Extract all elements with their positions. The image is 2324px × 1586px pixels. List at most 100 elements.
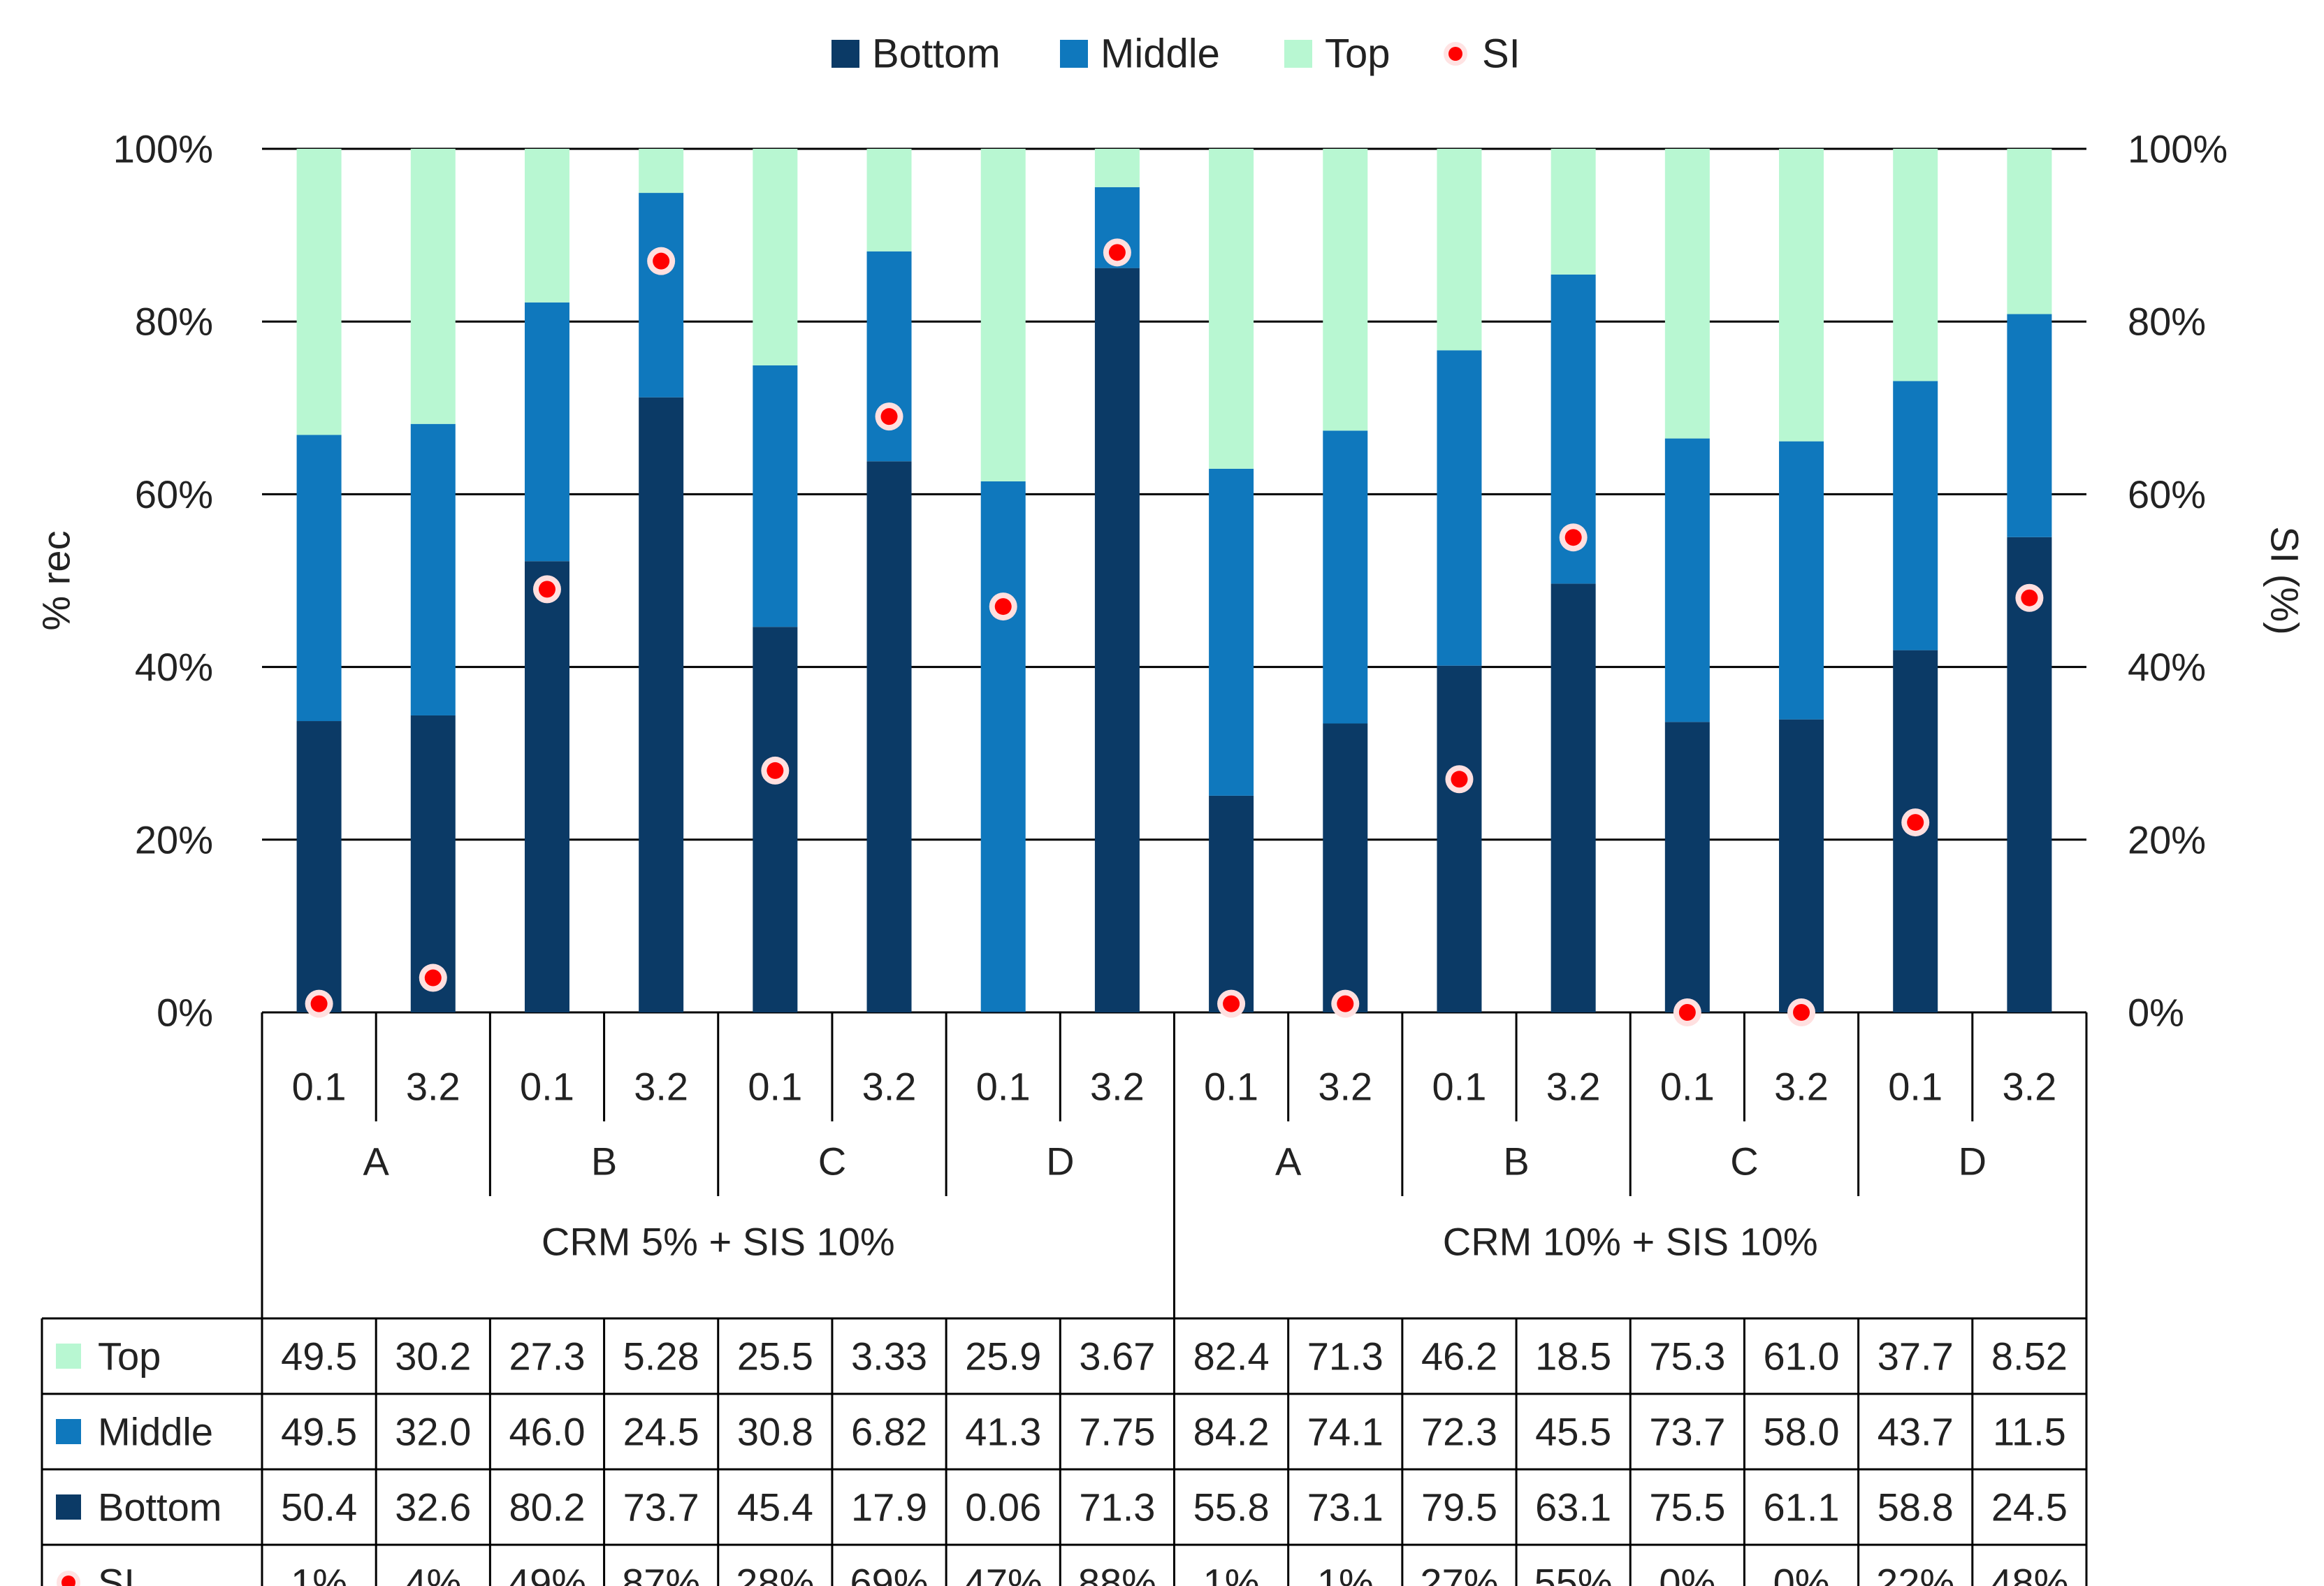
table-cell: 1% xyxy=(1317,1561,1374,1586)
category-label: 3.2 xyxy=(634,1065,688,1109)
bar-bottom xyxy=(1323,723,1368,1012)
bar-top xyxy=(296,149,342,435)
category-label: 3.2 xyxy=(1318,1065,1372,1109)
bar-middle xyxy=(524,302,569,562)
bar-bottom xyxy=(1664,722,1710,1012)
table-cell: 73.7 xyxy=(1649,1410,1725,1454)
table-key-top xyxy=(56,1344,81,1369)
subgroup-label: C xyxy=(1730,1140,1758,1184)
table-cell: 41.3 xyxy=(965,1410,1041,1454)
bar-bottom xyxy=(639,397,684,1012)
table-row-label: SI xyxy=(98,1561,135,1586)
subgroup-label: A xyxy=(363,1140,390,1184)
table-cell: 17.9 xyxy=(851,1485,927,1529)
table-cell: 55.8 xyxy=(1193,1485,1270,1529)
legend-swatch-middle xyxy=(1060,40,1088,68)
bar-bottom xyxy=(2007,537,2052,1012)
table-cell: 84.2 xyxy=(1193,1410,1270,1454)
y-left-tick-label: 60% xyxy=(135,472,213,516)
table-cell: 24.5 xyxy=(1991,1485,2068,1529)
bar-middle xyxy=(296,435,342,722)
table-cell: 49% xyxy=(508,1561,586,1586)
table-cell: 45.4 xyxy=(737,1485,813,1529)
table-cell: 27.3 xyxy=(509,1334,585,1378)
table-key-bottom xyxy=(56,1494,81,1520)
category-label: 0.1 xyxy=(1204,1065,1258,1109)
table-cell: 45.5 xyxy=(1535,1410,1611,1454)
y-left-tick-label: 80% xyxy=(135,300,213,344)
table-cell: 7.75 xyxy=(1079,1410,1155,1454)
bar-middle xyxy=(753,365,798,627)
bar-top xyxy=(2007,149,2052,314)
si-marker xyxy=(2021,589,2038,606)
y-left-axis-title: % rec xyxy=(34,530,78,630)
si-marker xyxy=(538,581,555,598)
table-cell: 82.4 xyxy=(1193,1334,1270,1378)
bar-bottom xyxy=(524,561,569,1012)
table-cell: 5.28 xyxy=(623,1334,699,1378)
table-cell: 24.5 xyxy=(623,1410,699,1454)
si-marker xyxy=(1451,771,1468,788)
category-label: 3.2 xyxy=(1774,1065,1829,1109)
table-cell: 74.1 xyxy=(1307,1410,1383,1454)
category-label: 0.1 xyxy=(1432,1065,1487,1109)
bar-bottom xyxy=(410,715,456,1012)
bar-top xyxy=(1893,149,1938,381)
bar-bottom xyxy=(753,627,798,1012)
y-right-tick-label: 40% xyxy=(2128,645,2206,689)
si-marker xyxy=(1678,1004,1696,1021)
table-cell: 49.5 xyxy=(281,1334,357,1378)
table-cell: 3.67 xyxy=(1079,1334,1155,1378)
bar-top xyxy=(866,149,912,252)
table-cell: 0% xyxy=(1773,1561,1830,1586)
subgroup-label: C xyxy=(818,1140,846,1184)
y-right-tick-label: 0% xyxy=(2128,991,2184,1035)
legend-label-middle: Middle xyxy=(1101,31,1220,77)
table-cell: 8.52 xyxy=(1991,1334,2068,1378)
si-marker xyxy=(1793,1004,1810,1021)
table-cell: 75.3 xyxy=(1649,1334,1725,1378)
si-marker xyxy=(653,252,670,270)
category-label: 3.2 xyxy=(1546,1065,1601,1109)
table-row-label: Middle xyxy=(98,1410,213,1454)
table-cell: 37.7 xyxy=(1878,1334,1954,1378)
table-cell: 49.5 xyxy=(281,1410,357,1454)
bar-top xyxy=(1094,149,1140,187)
table-cell: 27% xyxy=(1420,1561,1498,1586)
table-cell: 25.5 xyxy=(737,1334,813,1378)
table-cell: 75.5 xyxy=(1649,1485,1725,1529)
si-marker xyxy=(880,408,898,425)
bar-top xyxy=(1323,149,1368,431)
category-label: 3.2 xyxy=(406,1065,460,1109)
bar-middle xyxy=(1323,430,1368,724)
y-right-tick-label: 80% xyxy=(2128,300,2206,344)
table-cell: 58.0 xyxy=(1764,1410,1840,1454)
bar-middle xyxy=(2007,314,2052,537)
si-marker xyxy=(1907,814,1924,831)
category-label: 0.1 xyxy=(520,1065,574,1109)
bar-middle xyxy=(1437,350,1482,666)
subgroup-label: B xyxy=(591,1140,617,1184)
subgroup-label: D xyxy=(1959,1140,1987,1184)
table-cell: 50.4 xyxy=(281,1485,357,1529)
bar-middle xyxy=(1209,468,1254,796)
table-cell: 18.5 xyxy=(1535,1334,1611,1378)
si-marker xyxy=(1337,995,1354,1012)
subgroup-label: A xyxy=(1275,1140,1302,1184)
table-cell: 32.0 xyxy=(395,1410,471,1454)
table-cell: 30.8 xyxy=(737,1410,813,1454)
bar-middle xyxy=(980,481,1026,1012)
table-cell: 1% xyxy=(1203,1561,1260,1586)
bar-middle xyxy=(1893,381,1938,650)
table-key-middle xyxy=(56,1419,81,1444)
table-cell: 47% xyxy=(964,1561,1043,1586)
legend-label-si: SI xyxy=(1482,31,1520,77)
bar-bottom xyxy=(1550,583,1596,1012)
table-cell: 25.9 xyxy=(965,1334,1041,1378)
table-cell: 4% xyxy=(405,1561,461,1586)
table-cell: 58.8 xyxy=(1878,1485,1954,1529)
table-cell: 3.33 xyxy=(851,1334,927,1378)
table-cell: 71.3 xyxy=(1079,1485,1155,1529)
data-table: Top 49.5 30.2 27.3 5.28 25.5 3.33 25.9 3.67 82.4 7… xyxy=(41,1317,2088,1586)
